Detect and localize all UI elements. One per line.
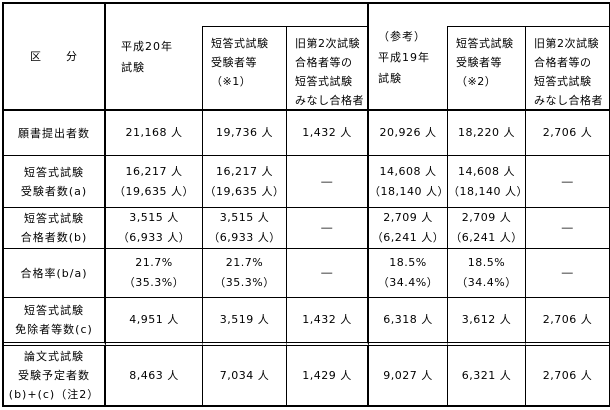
subheader-tantoshiki-jukensha-1: 短答式試験 受験者等 （※1）	[202, 26, 287, 109]
value-cell: 14,608 人 （18,140 人）	[448, 156, 528, 208]
subheader-tantoshiki-jukensha-2: 短答式試験 受験者等 （※2）	[447, 26, 526, 109]
value-cell: ―	[287, 208, 369, 249]
value-cell: 16,217 人 （19,635 人）	[106, 156, 203, 208]
value-cell: 1,429 人	[287, 346, 369, 405]
row-label-gokakusha-b: 短答式試験 合格者数(b)	[4, 208, 106, 249]
value-cell: 7,034 人	[203, 346, 287, 405]
value-cell: ―	[526, 156, 609, 208]
value-cell: 14,608 人 （18,140 人）	[369, 156, 449, 208]
value-cell: 16,217 人 （19,635 人）	[203, 156, 287, 208]
group-label-heisei20: 平成20年 試験	[121, 40, 173, 74]
value-cell: 4,951 人	[106, 298, 203, 346]
row-label-menjosha-c: 短答式試験 免除者等数(c)	[4, 298, 106, 346]
corner-cell-kubun: 区 分	[4, 4, 106, 111]
value-cell: 1,432 人	[287, 111, 369, 156]
value-cell: 18.5% （34.4%）	[448, 249, 526, 298]
value-cell: 2,706 人	[526, 346, 609, 405]
value-cell: 3,515 人 （6,933 人）	[106, 208, 203, 249]
value-cell: 3,519 人	[203, 298, 287, 346]
row-label-gokakuritsu: 合格率(b/a)	[4, 249, 106, 298]
value-cell: 1,432 人	[287, 298, 369, 346]
value-cell: 8,463 人	[106, 346, 203, 405]
value-cell: 21,168 人	[106, 111, 203, 156]
row-label-ronbunshiki-yotei: 論文式試験 受験予定者数 (b)+(c)（注2）	[4, 346, 106, 405]
value-cell: 2,706 人	[526, 111, 609, 156]
subheader-minashi-gokakusha-1: 旧第2次試験 合格者等の 短答式試験 みなし合格者	[286, 26, 367, 109]
row-label-gansho: 願書提出者数	[4, 111, 106, 156]
value-cell: 18.5% （34.4%）	[369, 249, 448, 298]
group-header-heisei19-ref: （参考） 平成19年 試験 短答式試験 受験者等 （※2） 旧第2次試験 合格者…	[369, 4, 609, 111]
row-label-jukensha-a: 短答式試験 受験者数(a)	[4, 156, 106, 208]
group-header-heisei20: 平成20年 試験 短答式試験 受験者等 （※1） 旧第2次試験 合格者等の 短答…	[106, 4, 369, 111]
value-cell: ―	[287, 156, 369, 208]
value-cell: 2,709 人 （6,241 人）	[448, 208, 526, 249]
value-cell: 20,926 人	[369, 111, 448, 156]
value-cell: 9,027 人	[369, 346, 448, 405]
value-cell: 21.7% （35.3%）	[203, 249, 287, 298]
value-cell: 2,706 人	[526, 298, 609, 346]
subheader-minashi-gokakusha-2: 旧第2次試験 合格者等の 短答式試験 みなし合格者	[525, 26, 609, 109]
value-cell: 3,515 人 （6,933 人）	[203, 208, 287, 249]
value-cell: ―	[526, 249, 609, 298]
value-cell: ―	[287, 249, 369, 298]
value-cell: 3,612 人	[448, 298, 526, 346]
value-cell: 6,321 人	[448, 346, 526, 405]
group-label-heisei19-ref: （参考） 平成19年 試験	[378, 30, 430, 85]
value-cell: 6,318 人	[369, 298, 448, 346]
value-cell: 19,736 人	[203, 111, 287, 156]
value-cell: 2,709 人 （6,241 人）	[369, 208, 448, 249]
value-cell: 21.7% （35.3%）	[106, 249, 203, 298]
value-cell: ―	[526, 208, 609, 249]
value-cell: 18,220 人	[448, 111, 526, 156]
